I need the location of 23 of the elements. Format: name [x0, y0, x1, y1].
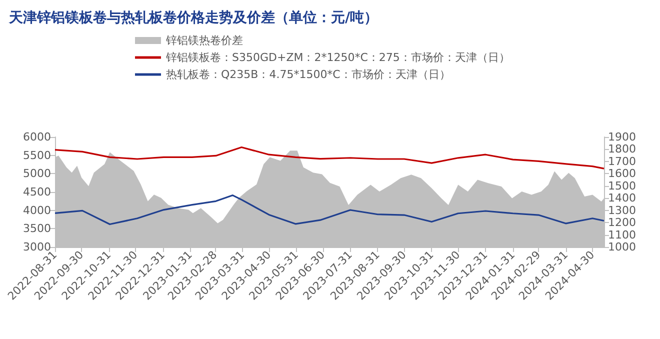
- y-tick-label: 3500: [23, 222, 51, 236]
- y-tick-label: 5000: [23, 167, 51, 180]
- y2-tick-label: 1700: [608, 154, 636, 168]
- y2-tick-label: 1900: [608, 130, 636, 144]
- y-tick-label: 6000: [23, 130, 51, 144]
- legend-label: 锌铝镁热卷价差: [165, 34, 243, 47]
- y-tick-label: 4500: [23, 186, 51, 198]
- y-tick-label: 5500: [23, 148, 51, 162]
- legend-label: 锌铝镁板卷：S350GD+ZM：2*1250*C：275：市场价：天津（日）: [165, 51, 510, 64]
- y2-tick-label: 1600: [608, 167, 636, 180]
- y2-tick-label: 1000: [608, 240, 636, 254]
- line-series: [54, 146, 605, 170]
- y2-tick-label: 1200: [608, 216, 636, 230]
- legend-label: 热轧板卷：Q235B：4.75*1500*C：市场价：天津（日）: [166, 68, 450, 81]
- y2-tick-label: 1500: [608, 179, 636, 192]
- y-tick-label: 3000: [23, 240, 51, 254]
- y2-tick-label: 1800: [608, 142, 636, 156]
- line-series: [54, 194, 605, 226]
- y2-tick-label: 1400: [608, 192, 636, 205]
- y-tick-label: 4000: [23, 204, 51, 217]
- y2-tick-label: 1300: [608, 204, 636, 217]
- y2-tick-label: 1100: [608, 228, 636, 242]
- chart-title: 天津锌铝镁板卷与热轧板卷价格走势及价差（单位：元/吨）: [8, 10, 378, 26]
